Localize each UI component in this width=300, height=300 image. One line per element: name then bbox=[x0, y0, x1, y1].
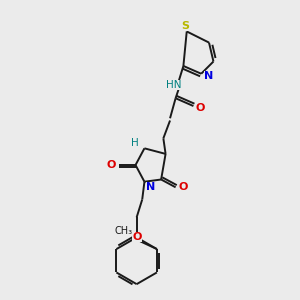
Text: N: N bbox=[146, 182, 156, 192]
Text: O: O bbox=[195, 103, 205, 113]
Text: N: N bbox=[204, 71, 214, 81]
Text: CH₃: CH₃ bbox=[114, 226, 133, 236]
Text: O: O bbox=[132, 232, 142, 242]
Text: HN: HN bbox=[166, 80, 181, 90]
Text: H: H bbox=[130, 138, 138, 148]
Text: O: O bbox=[106, 160, 116, 170]
Text: O: O bbox=[179, 182, 188, 192]
Text: S: S bbox=[182, 21, 190, 31]
